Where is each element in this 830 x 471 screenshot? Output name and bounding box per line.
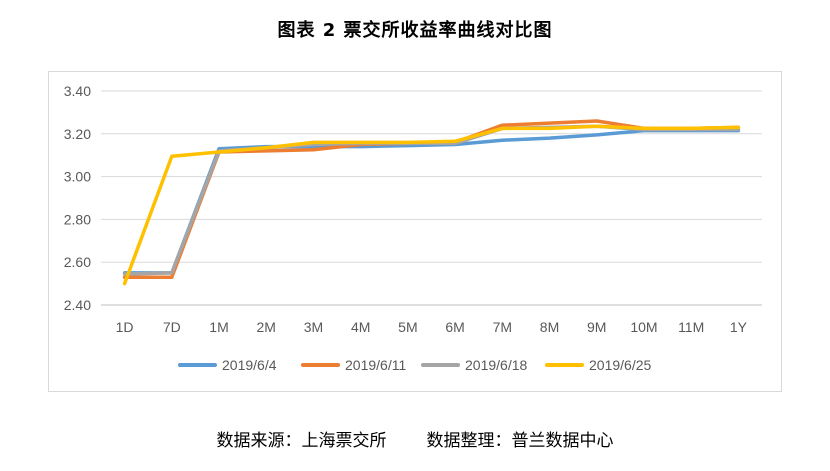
chart-title: 图表 2 票交所收益率曲线对比图 bbox=[277, 20, 553, 41]
x-tick-label: 10M bbox=[630, 319, 657, 335]
x-tick-label: 5M bbox=[398, 319, 417, 335]
data-source-text: 数据来源：上海票交所 bbox=[216, 431, 387, 451]
x-tick-label: 3M bbox=[304, 319, 323, 335]
x-tick-label: 1Y bbox=[730, 319, 748, 335]
x-tick-label: 11M bbox=[678, 319, 704, 335]
legend-label: 2019/6/4 bbox=[222, 357, 277, 373]
x-tick-label: 8M bbox=[540, 319, 559, 335]
x-tick-label: 7M bbox=[493, 319, 512, 335]
legend-label: 2019/6/25 bbox=[589, 357, 651, 373]
x-tick-label: 7D bbox=[163, 319, 181, 335]
data-processing-text: 数据整理：普兰数据中心 bbox=[426, 431, 614, 451]
x-tick-label: 1M bbox=[209, 319, 228, 335]
x-tick-label: 1D bbox=[116, 319, 134, 335]
series-line bbox=[122, 124, 741, 276]
legend-label: 2019/6/18 bbox=[465, 357, 527, 373]
x-tick-label: 9M bbox=[587, 319, 606, 335]
y-tick-label: 3.20 bbox=[64, 126, 91, 142]
y-tick-label: 2.40 bbox=[64, 297, 91, 313]
chart-frame bbox=[48, 71, 782, 392]
x-tick-label: 4M bbox=[351, 319, 370, 335]
y-tick-label: 3.40 bbox=[64, 83, 91, 99]
y-tick-label: 2.80 bbox=[64, 211, 91, 227]
x-tick-label: 2M bbox=[257, 319, 276, 335]
line-chart: 3.40 3.20 3.00 2.80 2.60 2.40 1D 7D 1M 2M 3M 4M 5M 6M… bbox=[64, 83, 762, 373]
series-line bbox=[122, 124, 741, 286]
y-tick-label: 3.00 bbox=[64, 169, 91, 185]
source-line: 数据来源：上海票交所 数据整理：普兰数据中心 bbox=[0, 426, 830, 451]
legend-label: 2019/6/11 bbox=[345, 357, 406, 373]
x-tick-label: 6M bbox=[445, 319, 464, 335]
y-tick-label: 2.60 bbox=[64, 254, 91, 270]
